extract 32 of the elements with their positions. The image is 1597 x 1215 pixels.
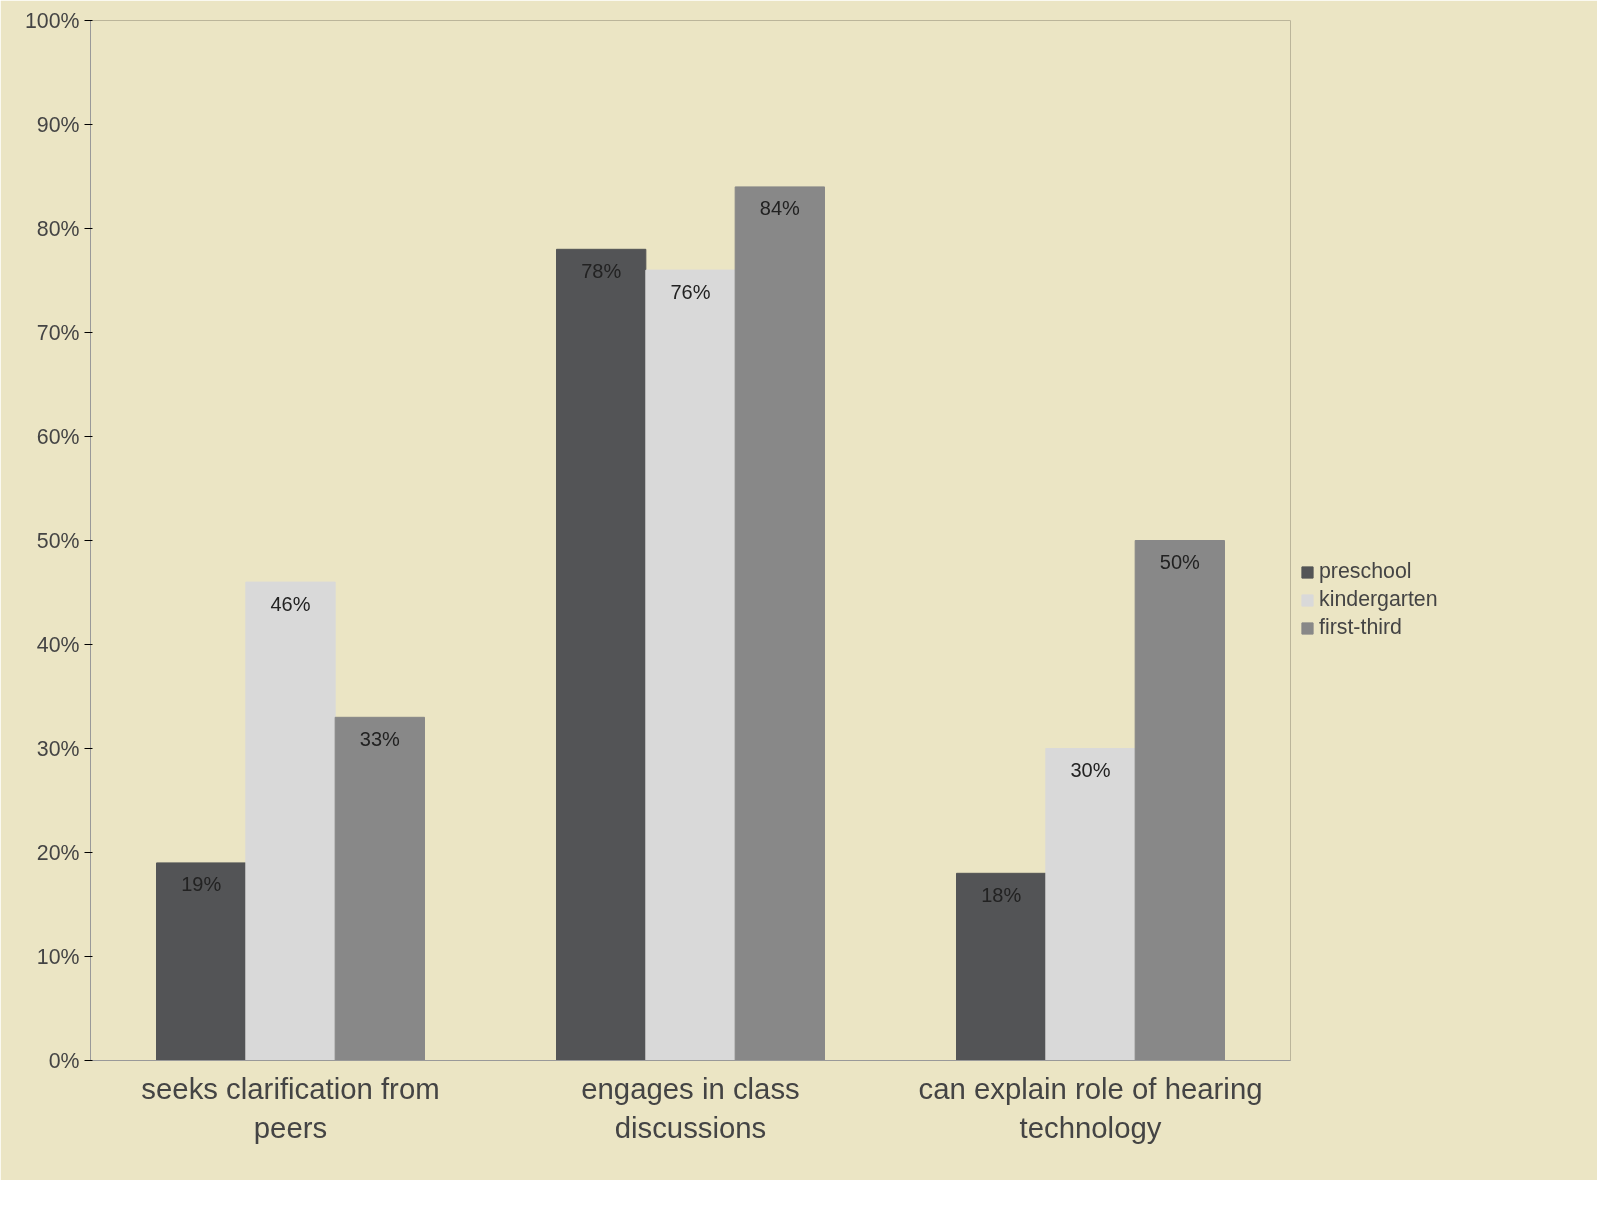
y-tick-label: 20% <box>36 840 80 865</box>
text: 30% <box>1070 758 1111 781</box>
y-tick-label: 100% <box>24 8 80 33</box>
y-tick-label: 50% <box>36 528 80 553</box>
bar <box>245 581 336 1061</box>
y-tick-label: 10% <box>36 944 80 969</box>
y-tick-label: 90% <box>36 112 80 137</box>
y-tick-label: 40% <box>36 632 80 657</box>
y-tick-label: 70% <box>36 320 80 345</box>
x-tick-label: engages in class discussions <box>581 1071 800 1145</box>
bar <box>956 872 1047 1061</box>
y-tick-label: 30% <box>36 736 80 761</box>
legend-label: kindergarten <box>1319 587 1438 612</box>
y-tick-label: 0% <box>48 1048 80 1073</box>
bar <box>1045 748 1136 1061</box>
y-tick-label: 80% <box>36 216 80 241</box>
bar <box>1134 540 1225 1061</box>
bar <box>645 269 736 1061</box>
y-tick-label: 60% <box>36 424 80 449</box>
bar <box>734 186 825 1061</box>
x-tick-label: seeks clarification from peers <box>141 1071 440 1145</box>
text: 84% <box>759 197 800 220</box>
bar <box>156 862 247 1061</box>
bar <box>334 716 425 1061</box>
text: 76% <box>670 280 711 303</box>
legend-label: preschool <box>1319 559 1412 584</box>
x-tick-label: can explain role of hearing technology <box>918 1071 1263 1145</box>
text: 50% <box>1159 550 1200 573</box>
bar <box>556 248 647 1061</box>
text: 33% <box>359 727 400 750</box>
legend-label: first-third <box>1319 615 1402 640</box>
text: 46% <box>270 592 311 615</box>
